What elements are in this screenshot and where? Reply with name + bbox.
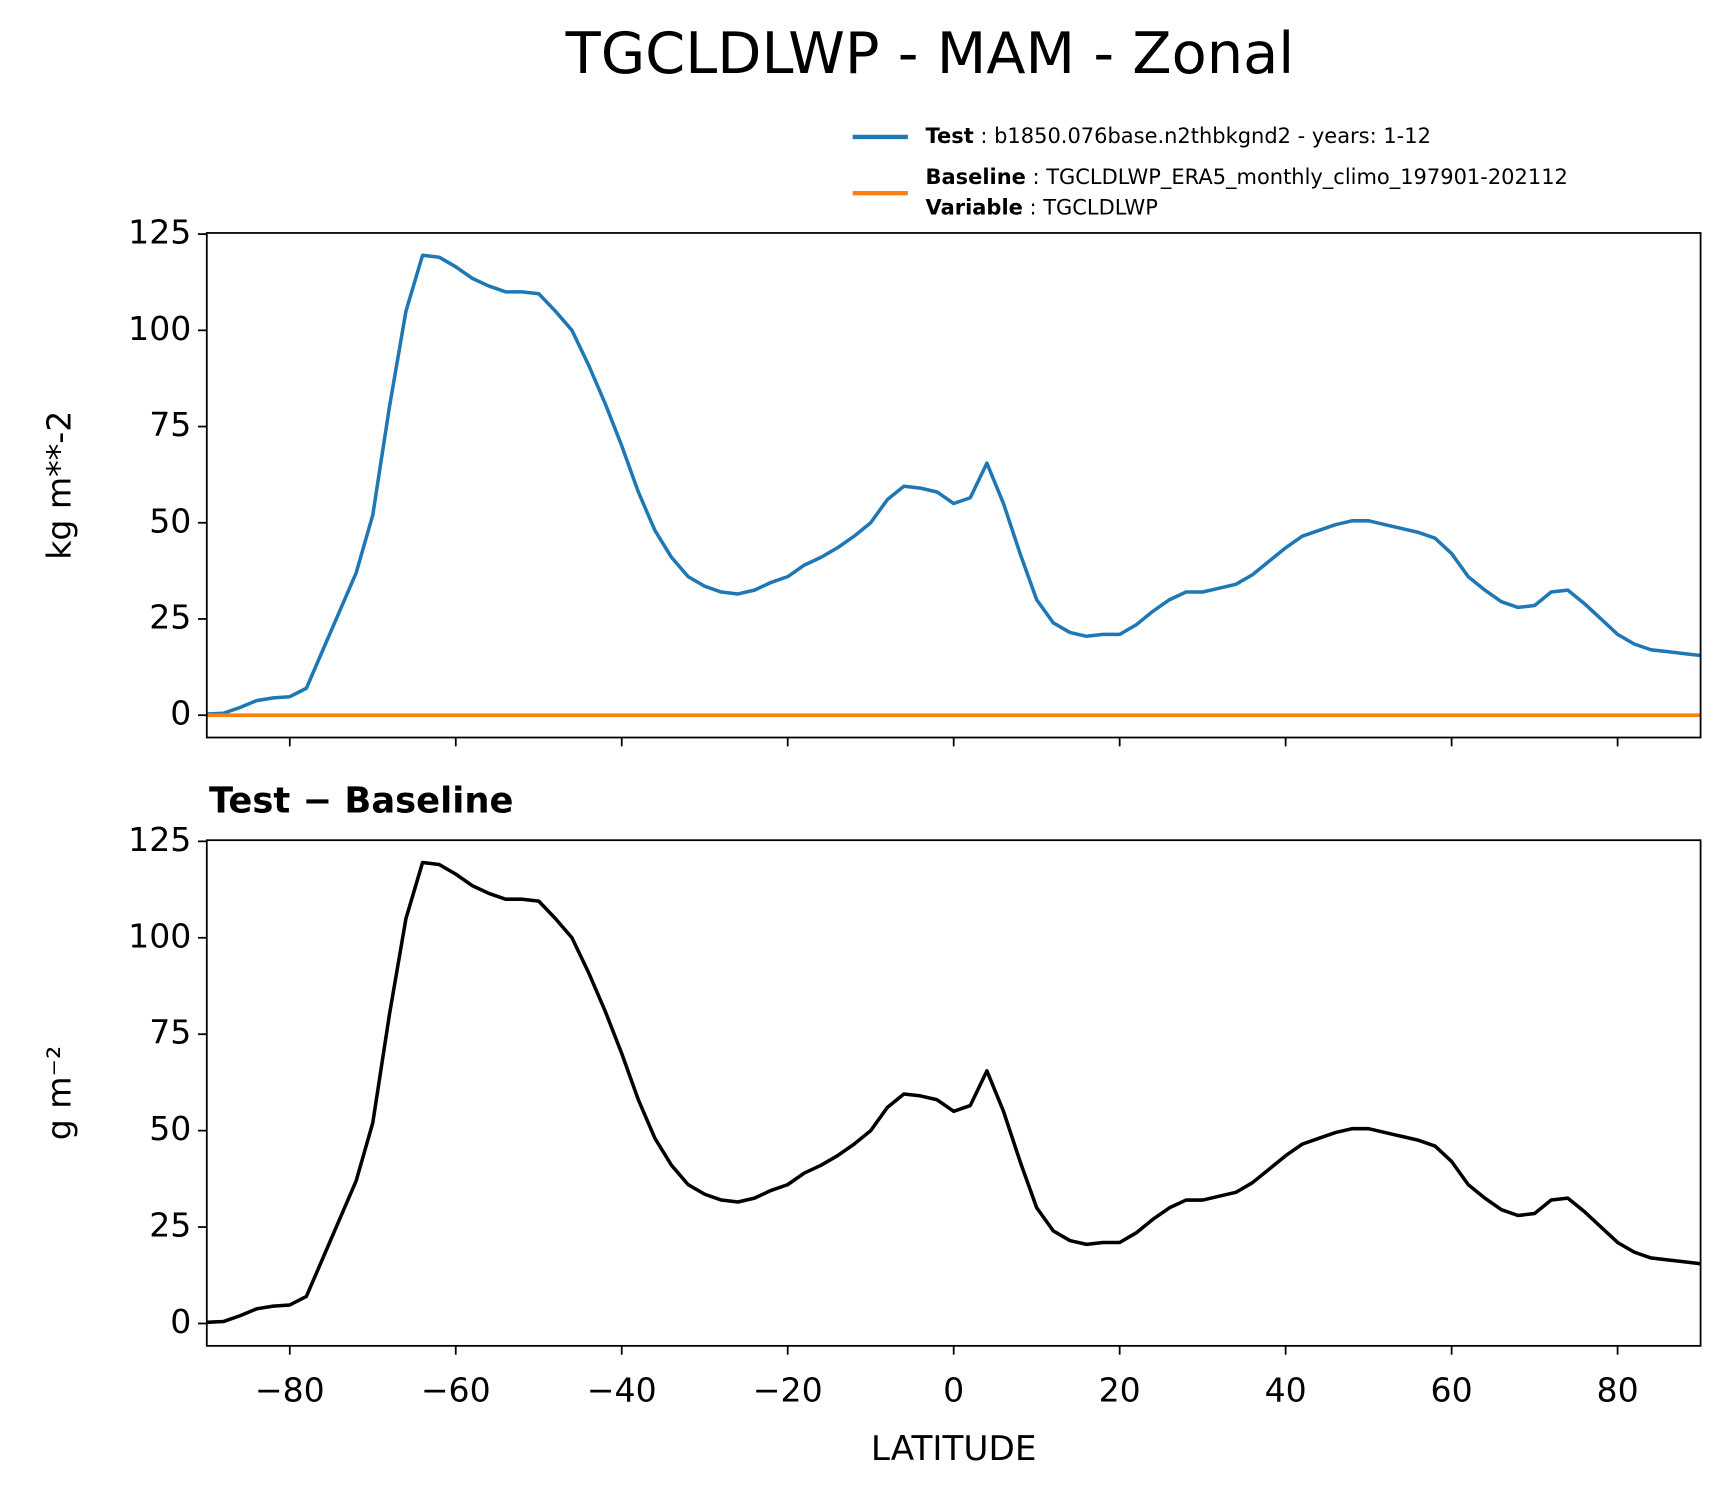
x-tick-label: 60 [1431,1371,1473,1410]
axes-frame [205,839,1702,1347]
data-line [206,860,1701,1325]
legend-description: : TGCLDLWP_ERA5_monthly_climo_197901-202… [1033,165,1568,190]
legend-entry: Variable : TGCLDLWP [926,196,1158,220]
legend-name: Baseline [926,165,1026,189]
x-tick-label: 0 [943,1371,964,1410]
x-axis-label: LATITUDE [871,1429,1037,1469]
x-tick-label: −80 [255,1371,325,1410]
y-tick-label: 25 [149,1206,191,1245]
subplot-title: Test − Baseline [209,781,513,822]
x-tick-label: −60 [421,1371,491,1410]
y-axis-label: kg m**-2 [40,411,79,560]
data-line [206,253,1701,716]
legend-entry: Baseline : TGCLDLWP_ERA5_monthly_climo_19… [926,165,1568,190]
y-tick-label: 50 [149,501,191,540]
legend-name: Test [926,124,974,148]
y-tick-label: 0 [170,1302,191,1341]
chart-title: TGCLDLWP - MAM - Zonal [565,20,1295,87]
y-tick-label: 0 [170,694,191,733]
y-tick-label: 50 [149,1109,191,1148]
y-tick-label: 25 [149,597,191,636]
x-tick-label: −40 [587,1371,657,1410]
x-tick-label: 80 [1597,1371,1639,1410]
legend-description: : TGCLDLWP [1030,196,1158,220]
y-tick-label: 125 [128,820,191,859]
y-tick-label: 75 [149,1013,191,1052]
y-tick-label: 100 [128,309,191,348]
legend-description: : b1850.076base.n2thbkgnd2 - years: 1-12 [980,124,1431,148]
y-tick-label: 75 [149,405,191,444]
y-axis-label: g m⁻² [40,1046,79,1141]
y-tick-label: 125 [128,213,191,252]
legend-name: Variable [926,196,1023,220]
legend-entry: Test: b1850.076base.n2thbkgnd2 - years: … [926,124,1431,148]
axes-frame [205,232,1702,739]
x-tick-label: 20 [1099,1371,1141,1410]
y-tick-label: 100 [128,916,191,955]
x-tick-label: 40 [1265,1371,1307,1410]
x-tick-label: −20 [753,1371,823,1410]
